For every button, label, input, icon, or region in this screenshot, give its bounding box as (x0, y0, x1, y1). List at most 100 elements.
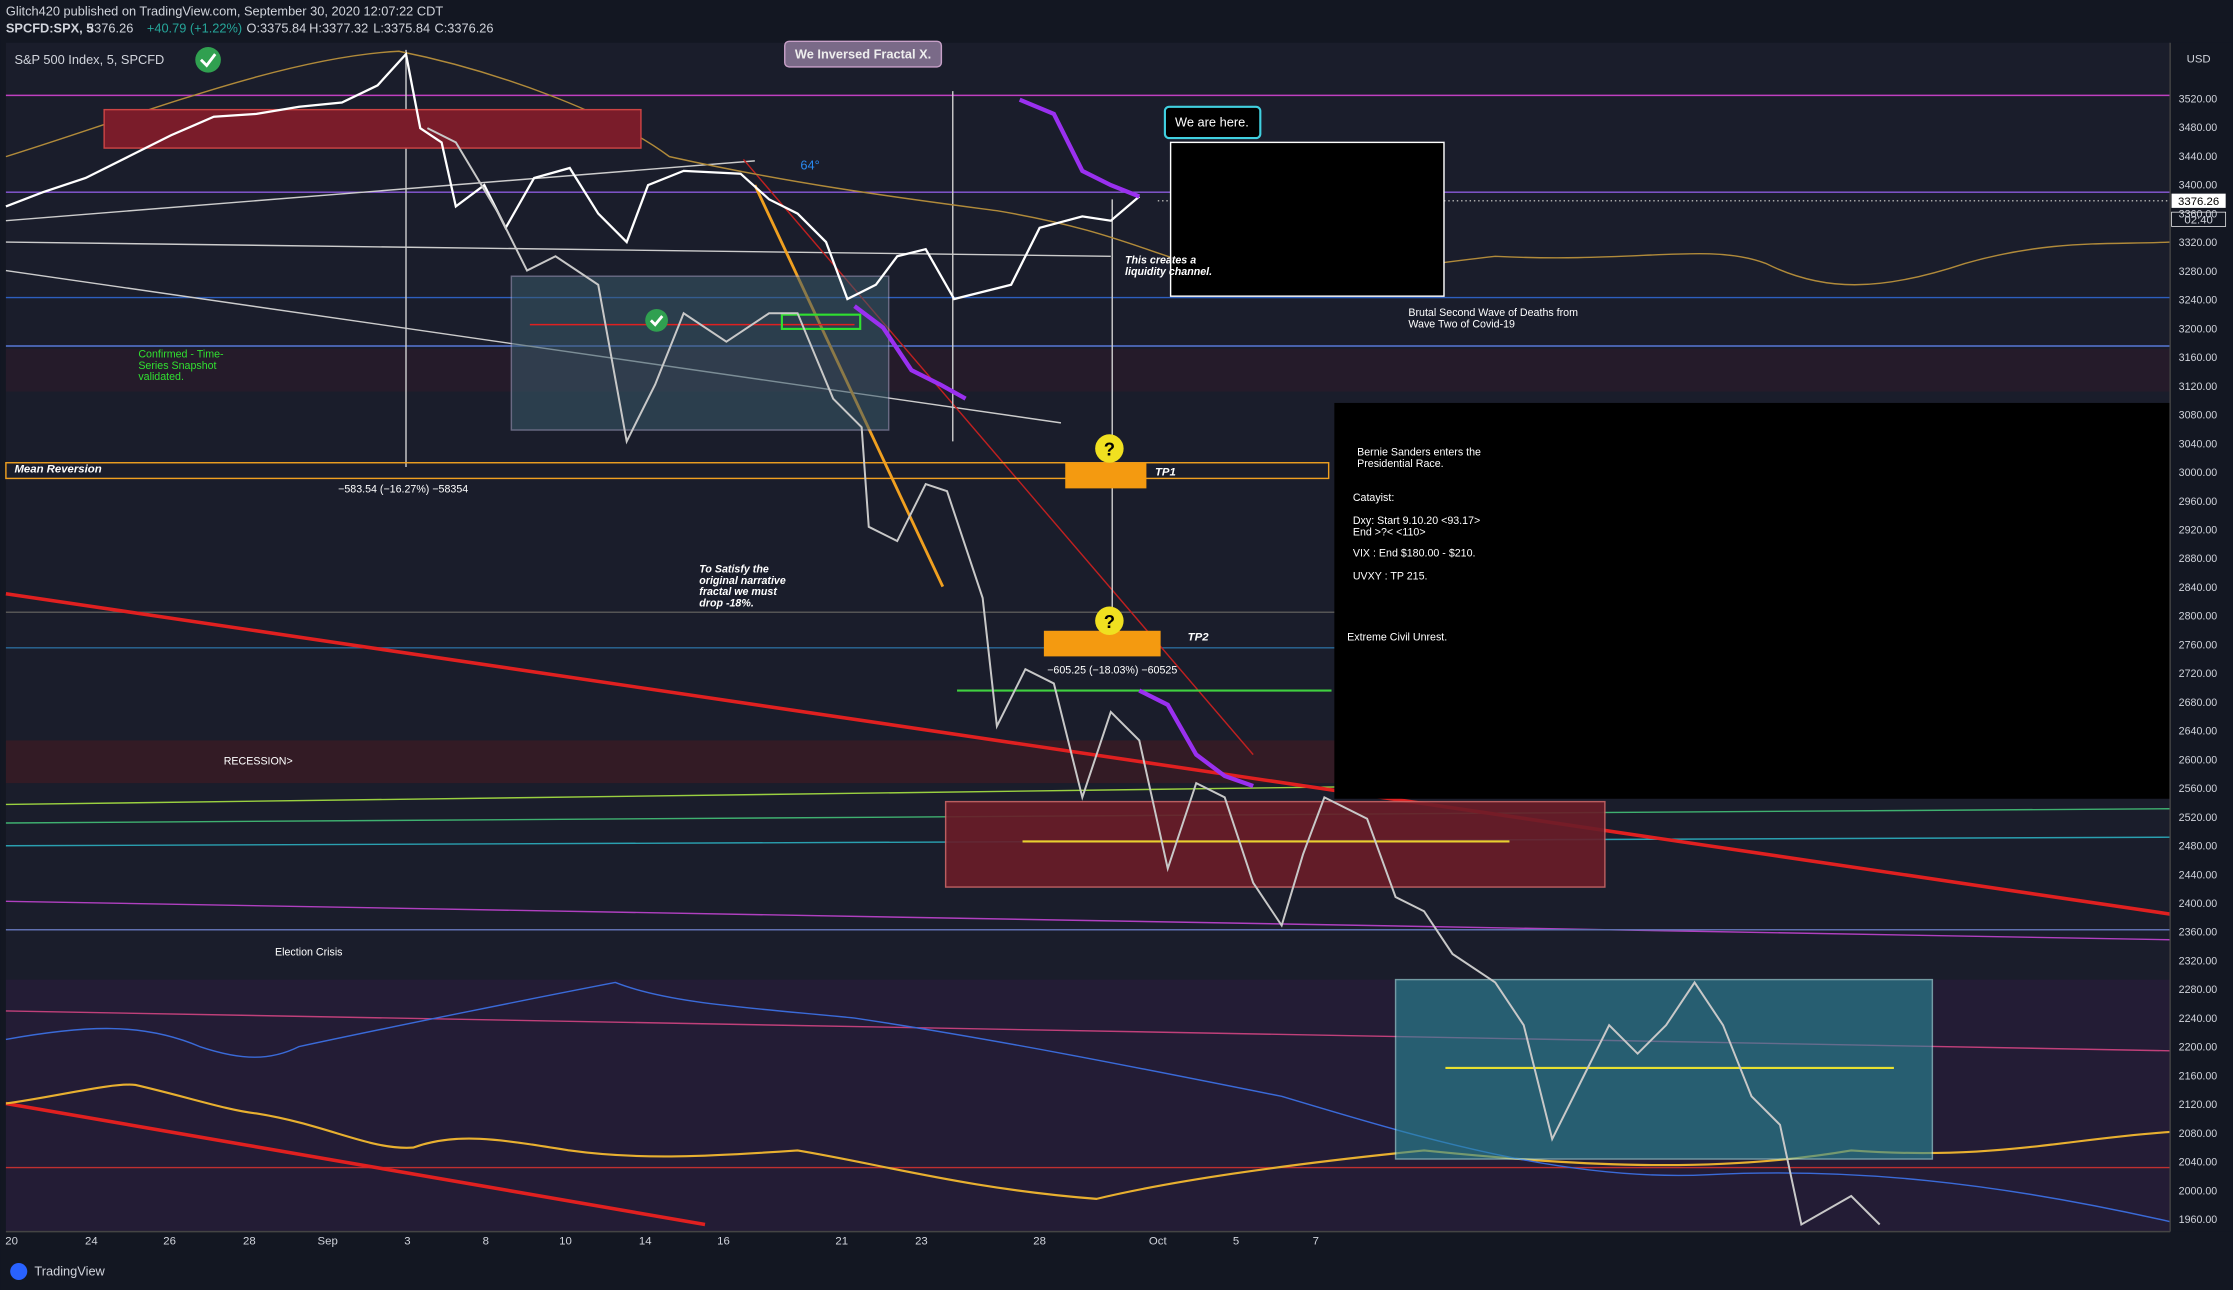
date-tick-label: 7 (1313, 1235, 1319, 1247)
annotation: Mean Reversion (14, 464, 101, 476)
price-tick-label: 2320.00 (2179, 955, 2218, 967)
price-tick-label: 3520.00 (2179, 94, 2218, 106)
annotation: We Inversed Fractal X. (795, 46, 931, 61)
annotation: −605.25 (−18.03%) −60525 (1047, 664, 1177, 676)
price-axis (2170, 42, 2233, 1232)
price-tick-label: 2120.00 (2179, 1099, 2218, 1111)
price-tick-label: 2480.00 (2179, 841, 2218, 853)
price-tick-label: 2440.00 (2179, 869, 2218, 881)
price-tick-label: 3320.00 (2179, 237, 2218, 249)
price-ticks: 3520.00 3480.00 3440.00 3400.00 3360.00 3320.… (2179, 94, 2218, 1227)
icon-glyph: ? (1104, 439, 1115, 460)
note-line: VIX : End $180.00 - $210. (1353, 548, 1476, 560)
marker (1065, 462, 1147, 489)
check-glyph (199, 53, 664, 327)
author-line: Glitch420 published on TradingView.com, … (6, 4, 443, 19)
annotation: To Satisfy the (699, 563, 769, 575)
trend-line (5, 160, 755, 222)
high: H:3377.32 (309, 21, 368, 36)
date-tick-label: 5 (1233, 1235, 1239, 1247)
price-tick-label: 1960.00 (2179, 1214, 2218, 1226)
callout-box (784, 40, 943, 68)
annotation: Wave Two of Covid-19 (1408, 318, 1515, 330)
price-tick-label: 3160.00 (2179, 352, 2218, 364)
trend-line (5, 241, 1111, 258)
price-tick-label: 3360.00 (2179, 208, 2218, 220)
annotation: Election Crisis (275, 946, 343, 958)
annotation: Confirmed - Time- (138, 348, 224, 360)
price-tick-label: 3240.00 (2179, 295, 2218, 307)
check-icon (195, 46, 221, 73)
price-tick-label: 2560.00 (2179, 783, 2218, 795)
price-tick-label: 2640.00 (2179, 726, 2218, 738)
price-tick-label: 3280.00 (2179, 266, 2218, 278)
currency: USD (2187, 54, 2211, 66)
band (5, 348, 2171, 392)
annotation: 64° (800, 157, 819, 172)
moving-average (5, 981, 2171, 1223)
zone (944, 800, 1606, 888)
price-tick-label: 2880.00 (2179, 553, 2218, 565)
price-tick-label: 3440.00 (2179, 151, 2218, 163)
note-line: Extreme Civil Unrest. (1347, 632, 1447, 644)
annotation: TP1 (1155, 467, 1176, 479)
question-icon (1095, 606, 1124, 636)
low: L:3375.84 (373, 21, 430, 36)
price-tick-label: 2040.00 (2179, 1157, 2218, 1169)
price-tick-label: 2400.00 (2179, 898, 2218, 910)
callout-box (1169, 141, 1445, 297)
check-icon (645, 308, 668, 332)
icon-glyph: ? (1104, 611, 1115, 632)
price-tick-label: 2720.00 (2179, 668, 2218, 680)
note-line: Bernie Sanders enters the (1357, 447, 1481, 459)
price-tick-label: 2600.00 (2179, 754, 2218, 766)
price-tick-label: 2520.00 (2179, 812, 2218, 824)
question-icon (1095, 434, 1124, 463)
level (5, 900, 2171, 941)
price-line (5, 51, 1141, 301)
last: 3376.26 (87, 21, 133, 36)
annotation: This creates a (1125, 254, 1196, 266)
projection-line (853, 97, 1254, 788)
notes-box (1334, 402, 2205, 799)
annotation: −583.54 (−16.27%) −58354 (338, 484, 468, 496)
price-tick-label: 2280.00 (2179, 984, 2218, 996)
note-line: Dxy: Start 9.10.20 <93.17> (1353, 515, 1480, 527)
price-tick-label: 2080.00 (2179, 1128, 2218, 1140)
close: C:3376.26 (434, 21, 493, 36)
note-line: End >?< <110> (1353, 526, 1426, 538)
change: +40.79 (+1.22%) (147, 21, 242, 36)
callout-box (1163, 105, 1262, 140)
annotation: RECESSION> (224, 756, 293, 768)
fractal-line (426, 127, 1881, 1227)
price-tick-label: 2000.00 (2179, 1185, 2218, 1197)
price-tick-label: 3040.00 (2179, 438, 2218, 450)
annotation: original narrative (699, 575, 786, 587)
note-line: UVXY : TP 215. (1353, 571, 1428, 583)
price-tick-label: 3000.00 (2179, 467, 2218, 479)
zone (1394, 978, 1934, 1160)
annotation: We are here. (1175, 115, 1249, 130)
trend-line (742, 159, 1254, 756)
current-price: 3376.26 (2178, 196, 2219, 208)
date-ticks: 20 24 26 28 Sep 3 8 10 14 16 21 23 28 Oct 5 7 (5, 1235, 1319, 1247)
annotation: TP2 (1188, 632, 1210, 644)
date-tick-label: 28 (243, 1235, 256, 1247)
date-tick-label: Oct (1149, 1235, 1168, 1247)
price-tick-label: 2800.00 (2179, 611, 2218, 623)
date-tick-label: 14 (639, 1235, 652, 1247)
note-line: Catayist: (1353, 492, 1394, 504)
price-tick-label: 3400.00 (2179, 180, 2218, 192)
price-tick-label: 3080.00 (2179, 410, 2218, 422)
date-tick-label: 16 (717, 1235, 730, 1247)
price-tick-label: 2840.00 (2179, 582, 2218, 594)
symbol: SPCFD:SPX, 5 (6, 21, 93, 36)
price-tick-label: 2920.00 (2179, 525, 2218, 537)
annotation: drop -18%. (699, 598, 754, 610)
price-tick-label: 2360.00 (2179, 927, 2218, 939)
annotation: liquidity channel. (1125, 266, 1212, 278)
countdown: 02:40 (2184, 215, 2212, 227)
countdown-tag (2171, 211, 2227, 227)
